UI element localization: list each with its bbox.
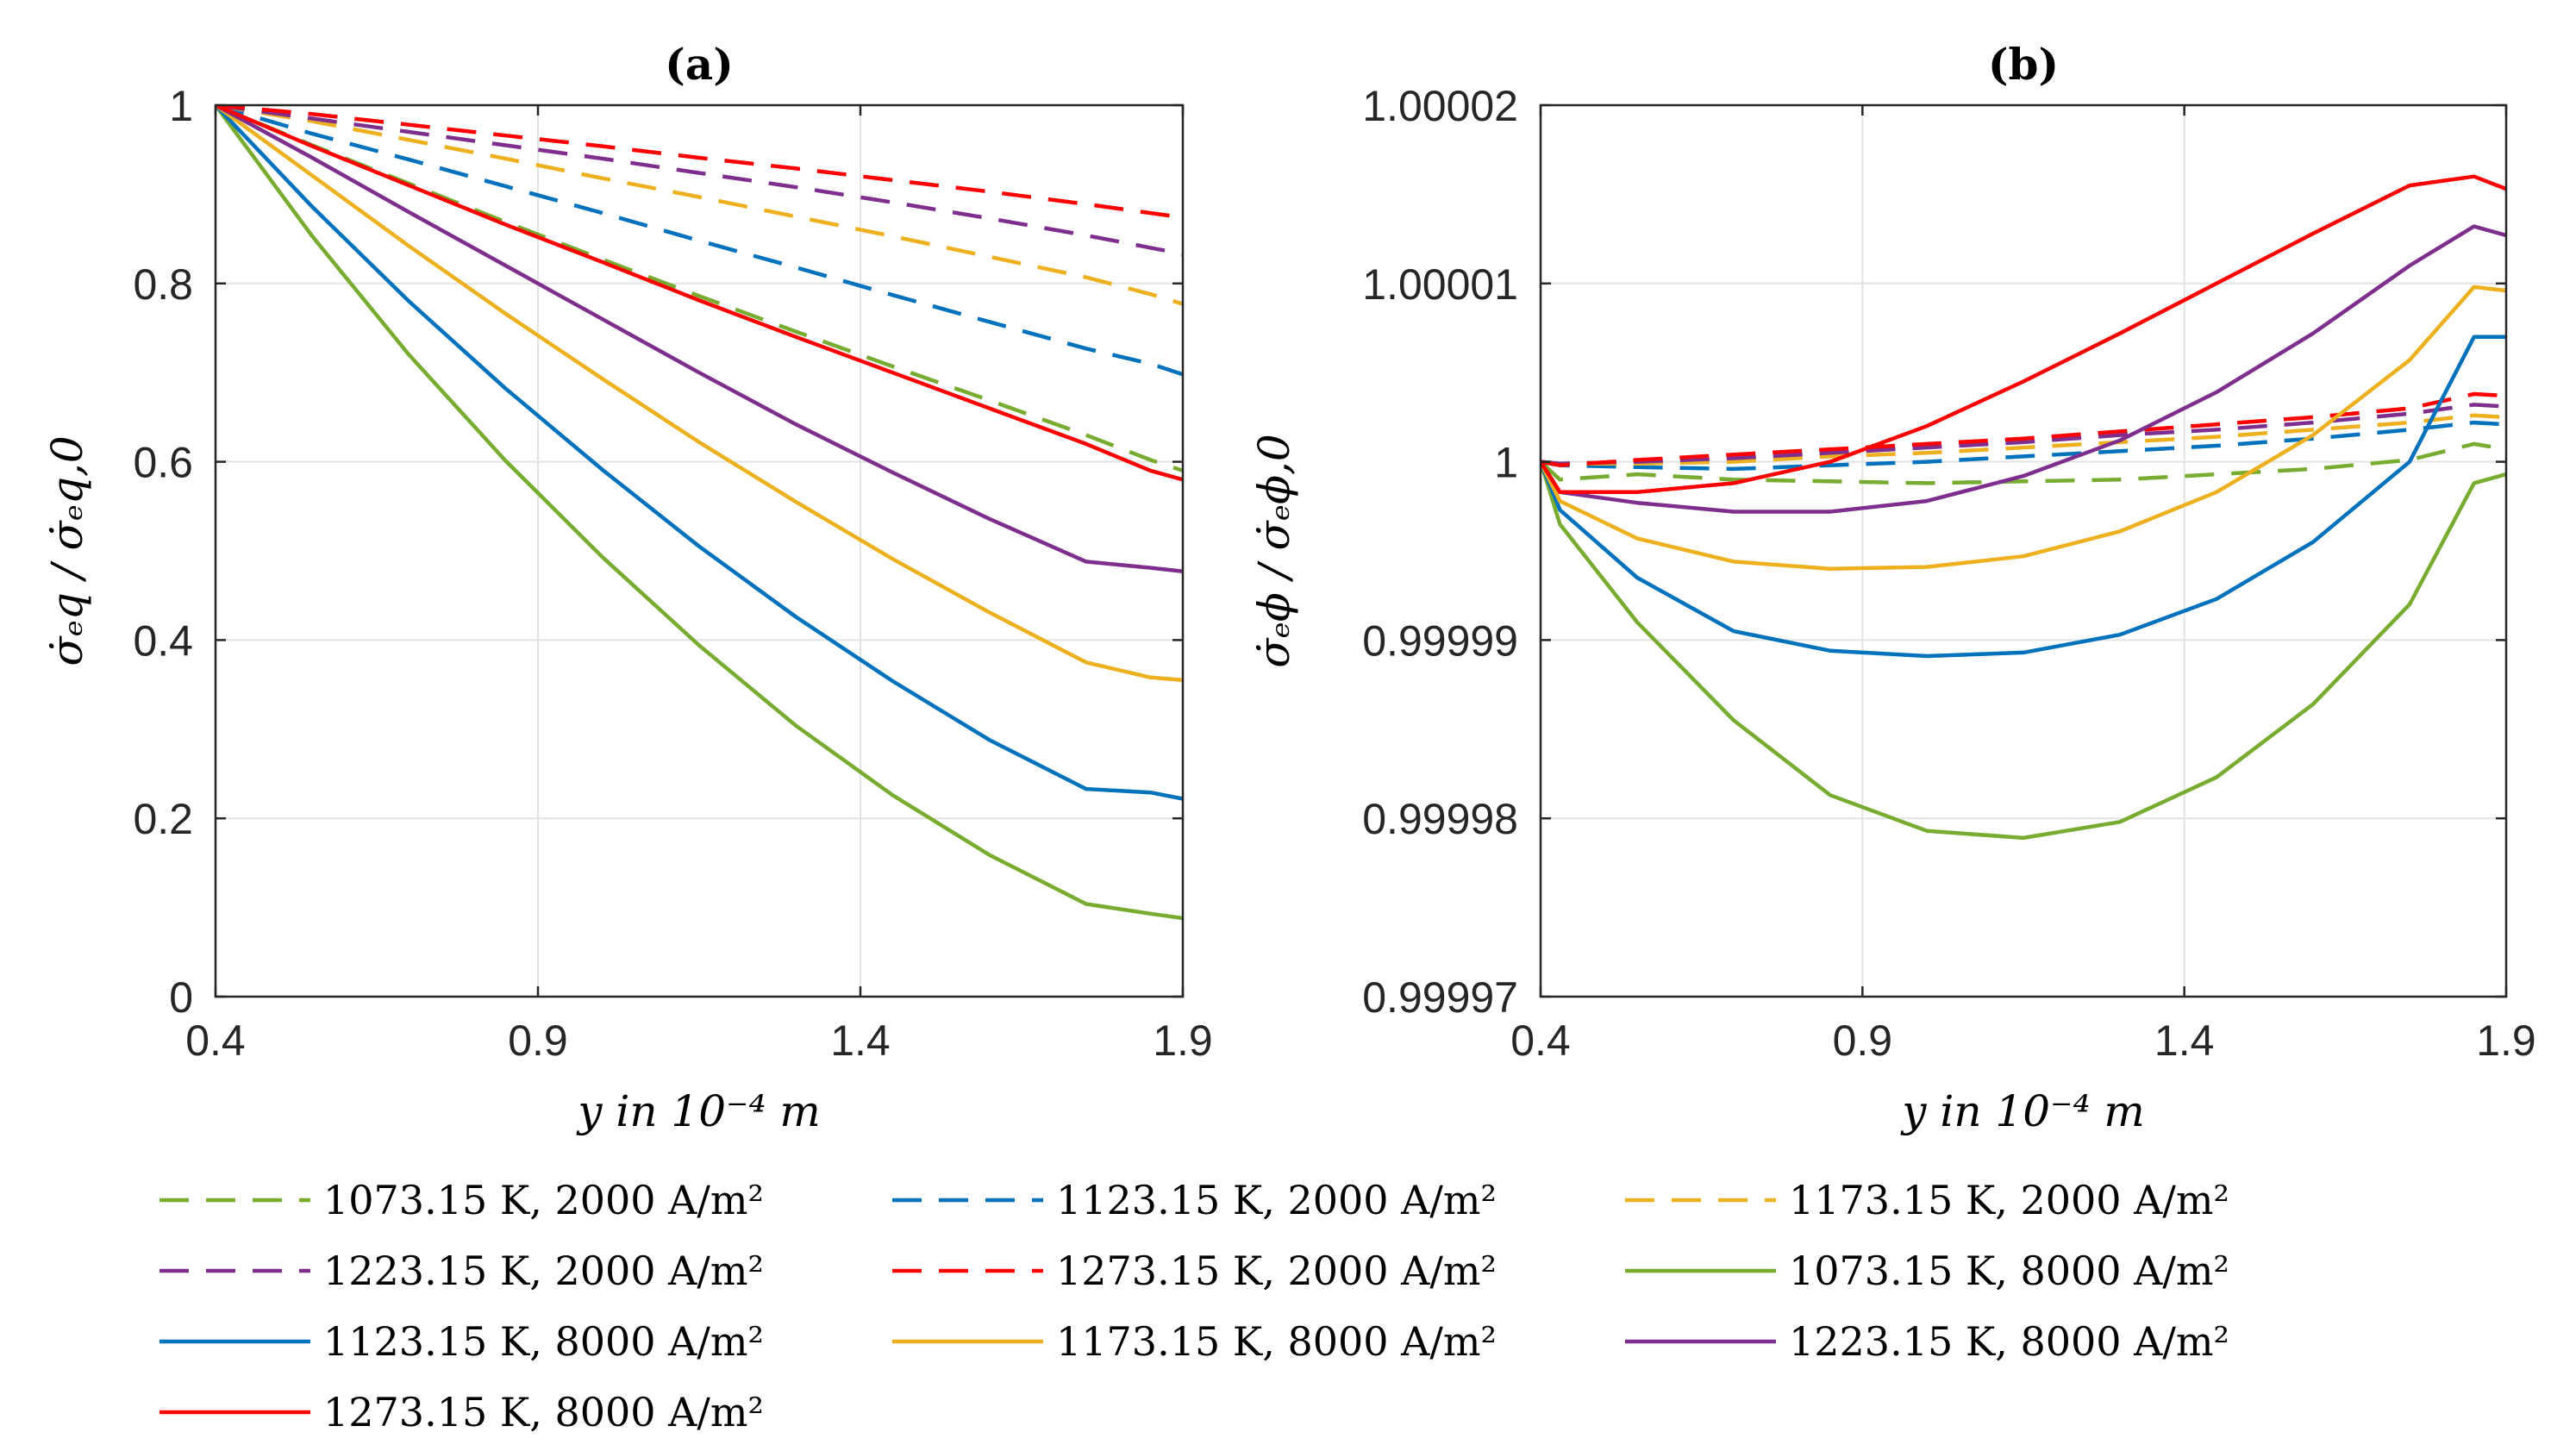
panel-a-line-1273-15-k-8000-a-m-solid (216, 105, 1183, 482)
legend-label: 1273.15 K, 8000 A/m² (323, 1389, 764, 1435)
panel-b-series-group (1541, 174, 2506, 841)
panel-a-series-group (216, 105, 1183, 921)
panel-b-x-tick-label: 1.9 (2476, 1016, 2536, 1065)
panel-b-x-tick-label: 0.4 (1510, 1016, 1571, 1065)
panel-a-line-1123-15-k-2000-a-m-dashed (216, 105, 1183, 377)
panel-b-line-1073-15-k-8000-a-m-solid (1541, 460, 2506, 841)
panel-a-line-1073-15-k-2000-a-m-dashed (216, 105, 1183, 473)
legend-label: 1123.15 K, 2000 A/m² (1056, 1177, 1497, 1223)
legend-label: 1173.15 K, 8000 A/m² (1056, 1318, 1497, 1365)
panel-b-x-axis-label: y in 10⁻⁴ m (1900, 1086, 2145, 1136)
legend-label: 1073.15 K, 2000 A/m² (323, 1177, 764, 1223)
legend-entry-1273-15-k-8000-a-m-solid: 1273.15 K, 8000 A/m² (159, 1389, 764, 1435)
panel-a-x-tick-label: 0.4 (185, 1016, 246, 1065)
panel-b-x-tick-label: 0.9 (1833, 1016, 1893, 1065)
panel-a-line-1173-15-k-2000-a-m-dashed (216, 105, 1183, 306)
panel-a-line-1223-15-k-8000-a-m-solid (216, 105, 1183, 574)
panel-b-line-1273-15-k-8000-a-m-solid (1541, 174, 2506, 495)
panel-b-line-1273-15-k-2000-a-m-dashed (1541, 391, 2506, 467)
panel-b-y-tick-label: 1.00001 (1362, 260, 1518, 309)
panel-a-y-tick-label: 0.2 (133, 795, 193, 843)
panel-a-axes-frame (214, 103, 1185, 998)
panel-a-line-1273-15-k-2000-a-m-dashed (216, 105, 1183, 220)
panel-b-axes-frame (1539, 103, 2508, 998)
panel-a-y-tick-label: 0.8 (133, 260, 193, 309)
panel-a-y-tick-label: 0 (169, 973, 193, 1022)
panel-b-y-tick-label: 0.99999 (1362, 616, 1518, 665)
panel-b: 0.4 0.9 1.4 1.9 0.99997 0.99998 0.99999 1 1.0000… (1249, 39, 2536, 1136)
panel-b-title: (b) (1988, 39, 2059, 90)
legend-entry-1123-15-k-8000-a-m-solid: 1123.15 K, 8000 A/m² (159, 1318, 764, 1365)
panel-a-x-tick-label: 1.4 (830, 1016, 891, 1065)
panel-b-line-1173-15-k-8000-a-m-solid (1541, 285, 2506, 571)
panel-a-x-tick-label: 1.9 (1153, 1016, 1213, 1065)
panel-a-line-1173-15-k-8000-a-m-solid (216, 105, 1183, 683)
legend-entry-1223-15-k-8000-a-m-solid: 1223.15 K, 8000 A/m² (1625, 1318, 2229, 1365)
legend-label: 1173.15 K, 2000 A/m² (1789, 1177, 2229, 1223)
panel-b-x-tick-label: 1.4 (2154, 1016, 2215, 1065)
panel-a-y-axis-label: σ̇ₑq / σ̇ₑq,0 (42, 435, 92, 666)
panel-a-line-1073-15-k-8000-a-m-solid (216, 105, 1183, 921)
panel-b-y-axis-label: σ̇ₑϕ / σ̇ₑϕ,0 (1249, 434, 1299, 667)
legend-label: 1123.15 K, 8000 A/m² (323, 1318, 764, 1365)
legend-entry-1173-15-k-2000-a-m-dashed: 1173.15 K, 2000 A/m² (1625, 1177, 2229, 1223)
panel-a-grid (215, 104, 1184, 998)
legend-label: 1223.15 K, 8000 A/m² (1789, 1318, 2229, 1365)
legend-label: 1273.15 K, 2000 A/m² (1056, 1248, 1497, 1294)
panel-b-y-tick-label: 1 (1494, 439, 1518, 487)
panel-b-line-1223-15-k-8000-a-m-solid (1541, 224, 2506, 514)
panel-b-line-1123-15-k-8000-a-m-solid (1541, 335, 2506, 659)
legend-entry-1223-15-k-2000-a-m-dashed: 1223.15 K, 2000 A/m² (159, 1248, 764, 1294)
panel-a-line-1223-15-k-2000-a-m-dashed (216, 105, 1183, 256)
panel-a-y-tick-label: 0.6 (133, 439, 193, 487)
legend: 1073.15 K, 2000 A/m² 1123.15 K, 2000 A/m²… (159, 1177, 2229, 1435)
panel-a-x-tick-label: 0.9 (508, 1016, 568, 1065)
panel-a-title: (a) (665, 39, 734, 90)
panel-a: 0.4 0.9 1.4 1.9 0 0.2 0.4 0.6 0.8 1 (a) y in 10⁻⁴ m… (42, 39, 1213, 1136)
panel-a-y-tick-label: 1 (169, 82, 193, 130)
legend-entry-1173-15-k-8000-a-m-solid: 1173.15 K, 8000 A/m² (892, 1318, 1497, 1365)
panel-a-line-1123-15-k-8000-a-m-solid (216, 105, 1183, 801)
panel-a-x-axis-label: y in 10⁻⁴ m (576, 1086, 821, 1136)
legend-label: 1073.15 K, 8000 A/m² (1789, 1248, 2229, 1294)
legend-entry-1073-15-k-2000-a-m-dashed: 1073.15 K, 2000 A/m² (159, 1177, 764, 1223)
panel-b-y-tick-label: 0.99998 (1362, 795, 1518, 843)
panel-b-line-1073-15-k-2000-a-m-dashed (1541, 441, 2506, 485)
legend-entry-1073-15-k-8000-a-m-solid: 1073.15 K, 8000 A/m² (1625, 1248, 2229, 1294)
legend-entry-1273-15-k-2000-a-m-dashed: 1273.15 K, 2000 A/m² (892, 1248, 1497, 1294)
legend-label: 1223.15 K, 2000 A/m² (323, 1248, 764, 1294)
panel-a-y-tick-label: 0.4 (133, 616, 193, 665)
legend-entry-1123-15-k-2000-a-m-dashed: 1123.15 K, 2000 A/m² (892, 1177, 1497, 1223)
panel-b-y-tick-label: 1.00002 (1362, 82, 1518, 130)
panel-b-line-1123-15-k-2000-a-m-dashed (1541, 420, 2506, 472)
panel-b-y-tick-label: 0.99997 (1362, 973, 1518, 1022)
